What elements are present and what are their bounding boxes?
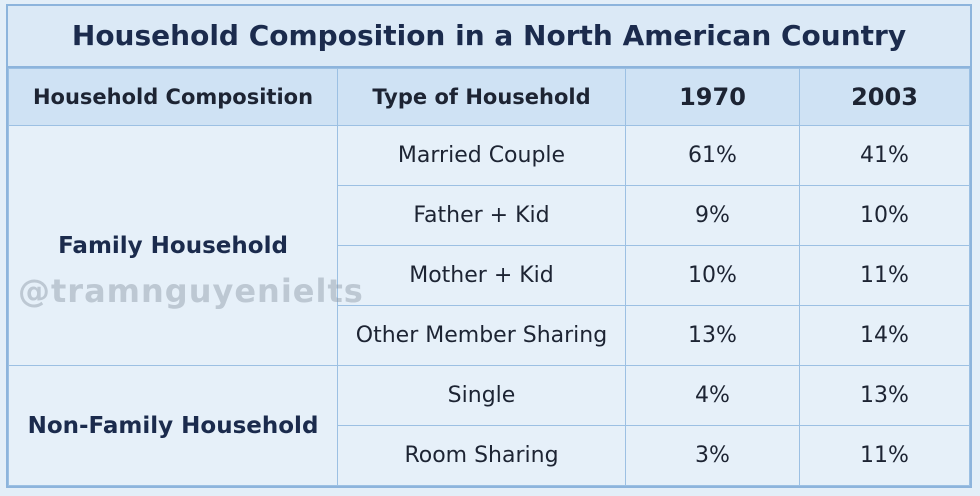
- header-row: Household Composition Type of Household 19…: [8, 68, 970, 126]
- value-cell: 11%: [799, 245, 970, 306]
- table-row: Family Household Married Couple 61% 41%: [8, 125, 970, 366]
- table-body: Family Household Married Couple 61% 41% Fath…: [8, 125, 970, 486]
- value-cell: 10%: [625, 245, 800, 306]
- value-cell: 4%: [625, 365, 800, 426]
- type-cell: Married Couple: [337, 125, 626, 186]
- type-cell: Mother + Kid: [337, 245, 626, 306]
- value-cell: 14%: [799, 305, 970, 366]
- type-cell: Single: [337, 365, 626, 426]
- value-cell: 10%: [799, 185, 970, 246]
- group-label: Family Household: [8, 125, 338, 366]
- value-cell: 13%: [625, 305, 800, 366]
- title: Household Composition in a North America…: [8, 6, 970, 68]
- header-cell: Household Composition: [8, 68, 338, 126]
- group-label: Non-Family Household: [8, 365, 338, 486]
- header-cell: Type of Household: [337, 68, 626, 126]
- type-cell: Father + Kid: [337, 185, 626, 246]
- table-row: Room Sharing 3% 11%: [9, 425, 970, 486]
- type-cell: Other Member Sharing: [337, 305, 626, 366]
- header-cell: 2003: [799, 68, 970, 126]
- value-cell: 9%: [625, 185, 800, 246]
- table-row: Non-Family Household Single 4% 13%: [8, 365, 970, 486]
- table-frame: Household Composition in a North America…: [6, 4, 972, 488]
- value-cell: 61%: [625, 125, 800, 186]
- header-cell: 1970: [625, 68, 800, 126]
- table-row: Father + Kid 9% 10%: [9, 185, 970, 246]
- value-cell: 41%: [799, 125, 970, 186]
- value-cell: 3%: [625, 425, 800, 486]
- type-cell: Room Sharing: [337, 425, 626, 486]
- value-cell: 11%: [799, 425, 970, 486]
- table: Household Composition Type of Household 19…: [8, 68, 970, 486]
- value-cell: 13%: [799, 365, 970, 426]
